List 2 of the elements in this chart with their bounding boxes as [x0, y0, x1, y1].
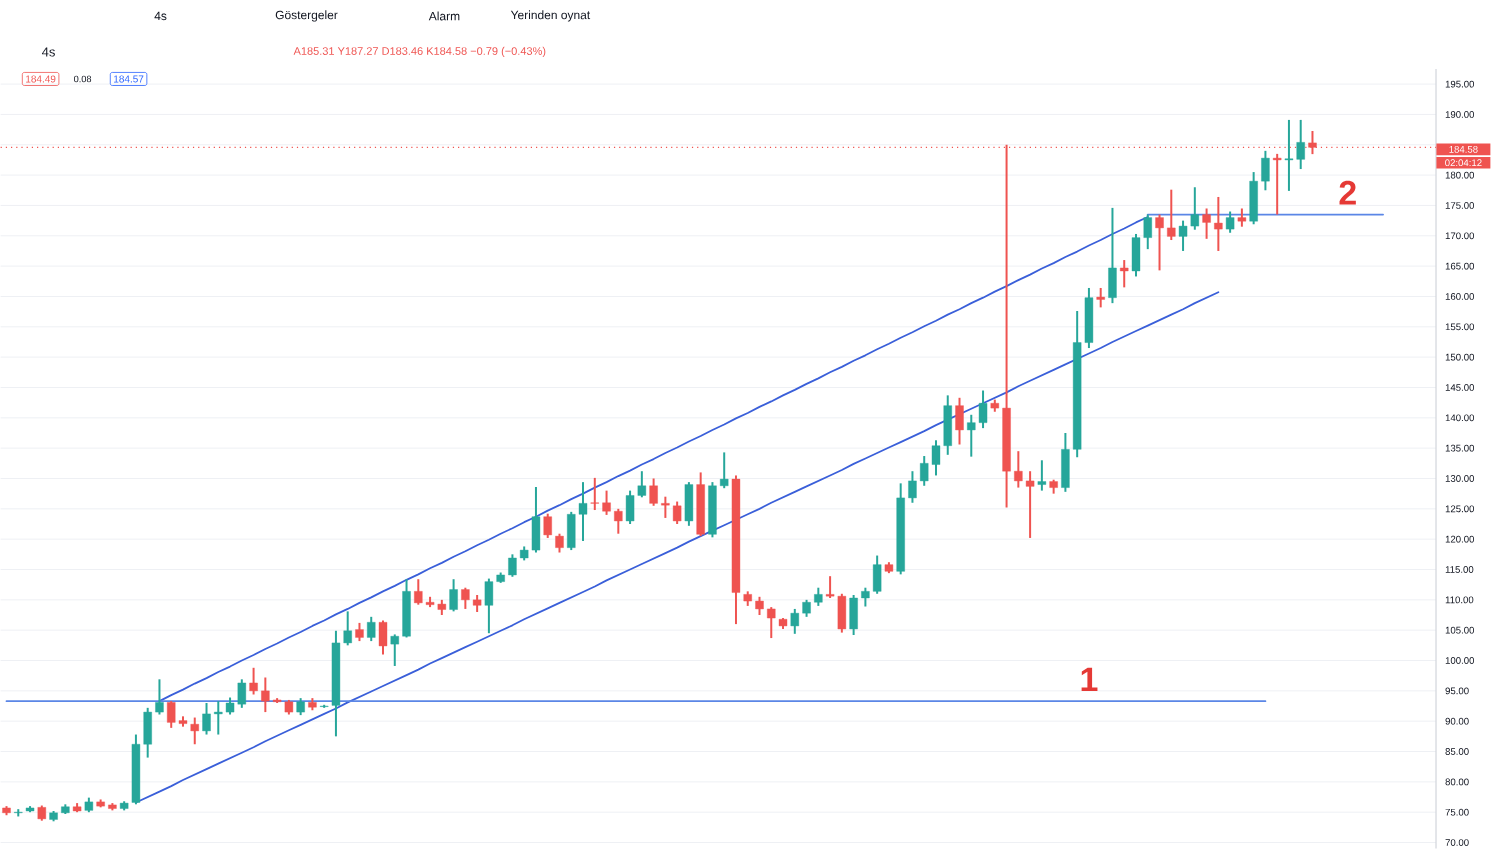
series-label: 1: [1081, 667, 1098, 691]
series-label: 2: [1339, 180, 1356, 205]
